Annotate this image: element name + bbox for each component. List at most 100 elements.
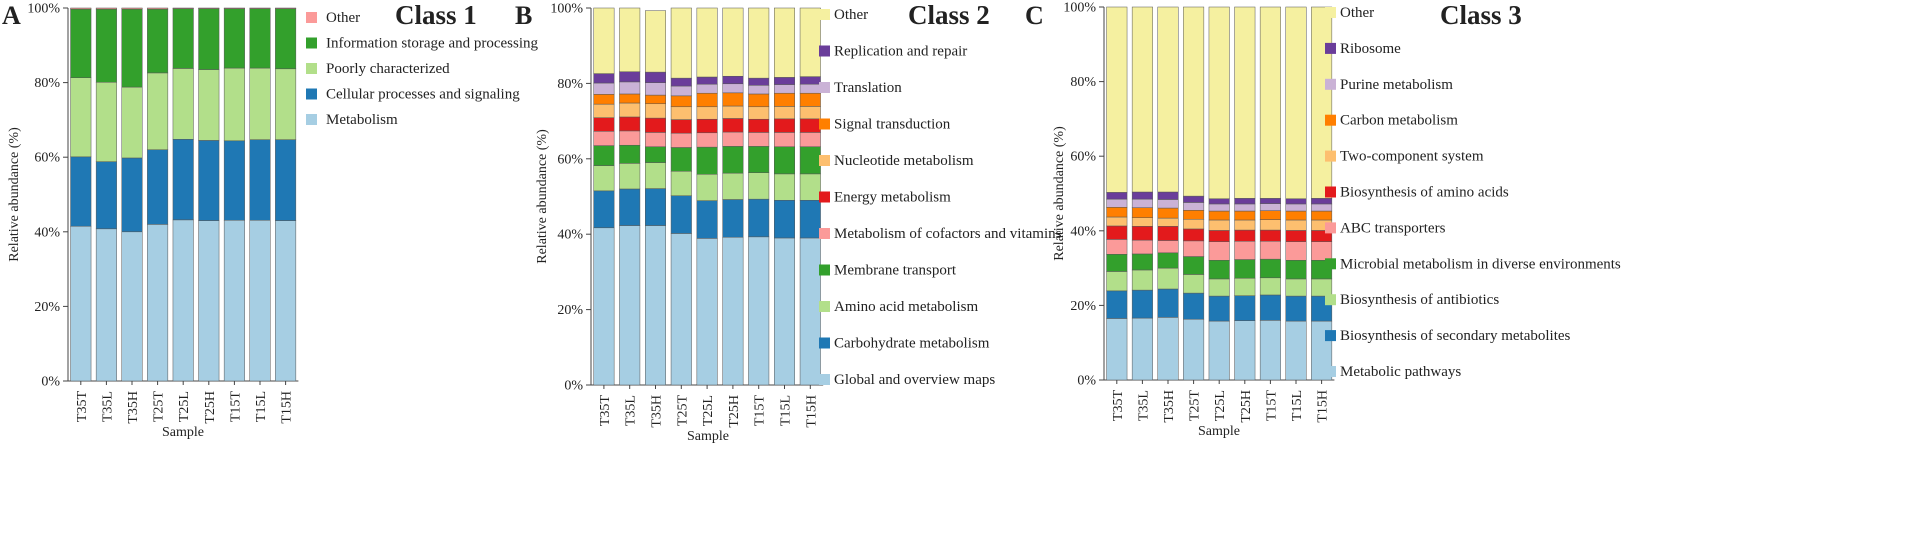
- bar-segment: [172, 68, 194, 140]
- bar-segment: [774, 84, 795, 94]
- x-tick-label: T25L: [1213, 390, 1228, 421]
- bar-segment: [799, 132, 821, 147]
- legend-label: Energy metabolism: [834, 190, 951, 206]
- bar-segment: [1131, 253, 1153, 271]
- bar-segment: [645, 225, 666, 386]
- bar-segment: [1285, 278, 1307, 297]
- bar-segment: [275, 139, 297, 221]
- bar-segment: [696, 132, 718, 148]
- bar-segment: [619, 130, 641, 146]
- bar-segment: [1234, 219, 1256, 231]
- bar-segment: [1106, 198, 1128, 208]
- bar-segment: [774, 146, 795, 175]
- bar-segment: [1234, 6, 1256, 199]
- bar-segment: [147, 7, 169, 10]
- legend-swatch: [306, 114, 317, 125]
- bar-segment: [670, 95, 692, 108]
- legend-swatch: [819, 228, 830, 239]
- bar-segment: [619, 102, 641, 118]
- bar-segment: [799, 200, 821, 239]
- legend-label: Replication and repair: [834, 44, 967, 60]
- chart-title: Class 1: [395, 0, 477, 30]
- bar-segment: [722, 146, 744, 174]
- bar-segment: [1106, 216, 1128, 227]
- bar-segment: [774, 237, 795, 386]
- bar-segment: [722, 7, 744, 77]
- x-tick-label: T25L: [177, 391, 192, 422]
- legend-label: Carbohydrate metabolism: [834, 336, 990, 352]
- x-tick-label: T35H: [1162, 390, 1177, 423]
- bar-segment: [1259, 294, 1281, 321]
- bar-segment: [198, 69, 220, 141]
- bar-segment: [1285, 6, 1307, 199]
- bar-segment: [593, 190, 615, 229]
- x-tick-label: T25H: [727, 395, 742, 428]
- bar-segment: [799, 7, 821, 77]
- bar-segment: [1311, 241, 1333, 261]
- bar-segment: [121, 231, 143, 382]
- bar-segment: [1131, 207, 1153, 218]
- x-tick-label: T25T: [152, 391, 167, 423]
- legend-swatch: [306, 37, 317, 49]
- bar-segment: [1311, 198, 1333, 205]
- bar-segment: [1131, 226, 1153, 241]
- bar-segment: [1285, 295, 1307, 322]
- bar-segment: [1285, 320, 1307, 381]
- x-tick-label: T25T: [675, 395, 690, 427]
- bar-segment: [645, 94, 666, 105]
- bar-segment: [1234, 259, 1256, 279]
- x-tick-label: T25H: [1239, 390, 1254, 423]
- y-tick-label: 100%: [27, 2, 60, 17]
- bar-segment: [249, 8, 271, 69]
- y-tick-label: 40%: [1070, 224, 1096, 239]
- legend-swatch: [819, 337, 830, 349]
- legend-label: Amino acid metabolism: [834, 299, 978, 315]
- legend-label: Nucleotide metabolism: [834, 153, 974, 169]
- bar-segment: [696, 106, 718, 120]
- bar-segment: [1131, 217, 1153, 227]
- bar-segment: [223, 7, 245, 9]
- bar-segment: [670, 106, 692, 120]
- bar-segment: [696, 92, 718, 108]
- legend-label: Signal transduction: [834, 117, 951, 133]
- bar-segment: [1208, 278, 1230, 297]
- y-tick-label: 20%: [34, 300, 60, 315]
- bar-segment: [670, 233, 692, 386]
- legend-swatch: [819, 191, 830, 203]
- bar-segment: [619, 93, 641, 104]
- legend-label: Metabolism: [326, 112, 398, 128]
- x-tick-label: T35L: [100, 391, 115, 422]
- bar-segment: [696, 118, 718, 134]
- x-tick-label: T15T: [228, 391, 243, 423]
- bar-segment: [198, 140, 220, 221]
- bar-segment: [249, 67, 271, 140]
- bar-segment: [95, 161, 117, 230]
- bar-segment: [696, 200, 718, 239]
- bar-segment: [1131, 6, 1153, 193]
- legend-label: Other: [1340, 5, 1374, 21]
- bar-segment: [1183, 195, 1205, 203]
- y-tick-label: 100%: [550, 2, 583, 17]
- legend-swatch: [819, 264, 830, 276]
- bar-segment: [1234, 210, 1256, 221]
- panel-letter: A: [2, 1, 21, 30]
- y-tick-label: 0%: [41, 375, 60, 390]
- bar-segment: [593, 131, 615, 146]
- bar-segment: [1285, 203, 1307, 212]
- bar-segment: [774, 92, 795, 107]
- bar-segment: [95, 8, 117, 83]
- bar-segment: [1106, 318, 1128, 381]
- legend-label: Global and overview maps: [834, 372, 995, 388]
- bar-segment: [1183, 292, 1205, 320]
- bar-segment: [670, 195, 692, 234]
- x-tick-label: T35T: [75, 391, 90, 423]
- panel-a: A Class 1 0% 20% 40% 60% 80% 100% Relative abund…: [2, 0, 539, 440]
- x-tick-label: T25T: [1188, 390, 1203, 422]
- x-tick-label: T15T: [1264, 390, 1279, 422]
- y-tick-label: 80%: [34, 76, 60, 91]
- legend-label: Membrane transport: [834, 263, 957, 279]
- bar-segment: [619, 144, 641, 164]
- y-tick-label: 100%: [1063, 1, 1096, 16]
- bar-segment: [696, 146, 718, 175]
- bar-segment: [748, 172, 770, 200]
